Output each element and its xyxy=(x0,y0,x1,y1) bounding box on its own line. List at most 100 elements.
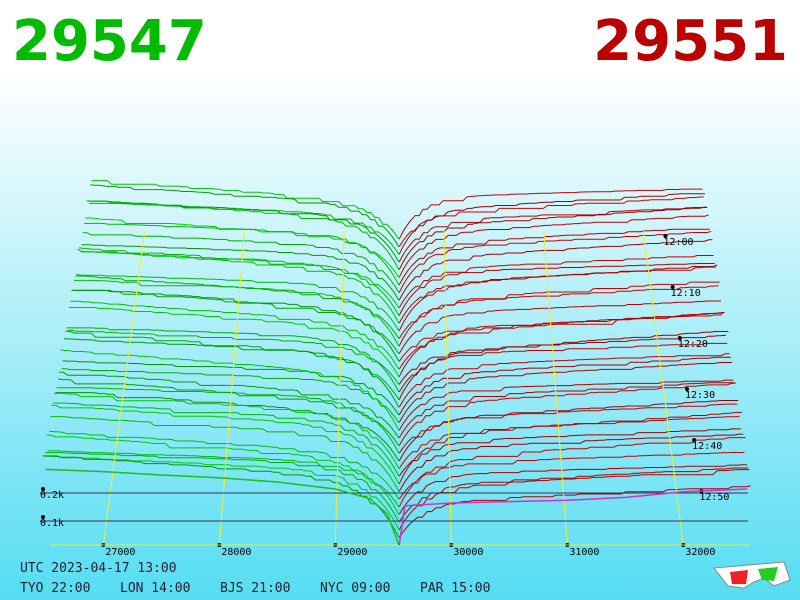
bid-history-line xyxy=(91,180,400,240)
ask-history-line xyxy=(398,469,750,530)
time-tick xyxy=(692,438,697,442)
ask-history-line xyxy=(398,467,749,523)
time-label: 12:20 xyxy=(678,339,708,350)
ask-history-line xyxy=(398,264,718,332)
ask-history-line xyxy=(398,196,704,247)
bid-history-line xyxy=(63,338,400,408)
ask-history-line xyxy=(398,207,708,270)
ask-price: 29551 xyxy=(593,9,788,74)
bid-history-line xyxy=(86,200,400,270)
depth-tick xyxy=(41,515,45,519)
ask-history-line xyxy=(398,382,736,446)
ask-history-line xyxy=(398,239,713,301)
ask-history-line xyxy=(398,314,723,362)
bid-price: 29547 xyxy=(12,9,207,74)
bid-history-line xyxy=(65,330,400,400)
ask-history-line xyxy=(398,433,744,492)
bid-history-line xyxy=(61,368,400,423)
ask-history-line xyxy=(398,263,715,316)
bid-history-line xyxy=(59,371,400,439)
bid-history-line xyxy=(56,387,400,454)
time-label: 12:30 xyxy=(685,390,715,401)
clock: LON 14:00 xyxy=(120,581,190,596)
depth-line xyxy=(45,468,400,546)
clock: NYC 09:00 xyxy=(320,581,390,596)
depth-tick-label: 0.1k xyxy=(40,518,64,529)
ask-history-line xyxy=(398,206,707,263)
time-label: 12:10 xyxy=(671,288,701,299)
depth-tick xyxy=(41,487,45,491)
ask-history-line xyxy=(398,379,734,431)
time-tick xyxy=(684,387,689,391)
x-tick-label: 29000 xyxy=(337,547,367,558)
ask-history-line xyxy=(398,353,730,408)
ask-history-line xyxy=(398,382,735,439)
bid-history-line xyxy=(42,455,400,538)
ask-history-line xyxy=(398,281,720,347)
ask-history-line xyxy=(398,228,710,286)
bid-history-line xyxy=(60,349,400,431)
clock: TYO 22:00 xyxy=(20,581,90,596)
ask-history-line xyxy=(398,193,705,255)
ask-history-line xyxy=(398,342,728,393)
bid-history-line xyxy=(66,327,400,393)
bid-history-line xyxy=(55,392,400,462)
bid-history-line xyxy=(45,452,400,523)
x-tick-label: 32000 xyxy=(685,547,715,558)
bid-history-line xyxy=(62,360,400,416)
bid-history-line xyxy=(90,184,400,247)
x-tick-label: 30000 xyxy=(453,547,483,558)
bid-history-line xyxy=(74,279,400,347)
ask-history-line xyxy=(398,300,721,355)
ask-history-line xyxy=(398,311,725,377)
bid-history-line xyxy=(71,289,400,362)
clock: PAR 15:00 xyxy=(420,581,490,596)
bid-history-line xyxy=(81,244,400,301)
bid-history-line xyxy=(46,434,400,515)
bid-history-line xyxy=(84,222,400,286)
depth-layers: 27000 28000 29000 30000 31000 32000 0.1k 0.2k 12… xyxy=(40,180,751,558)
bid-history-line xyxy=(69,307,400,377)
clock: BJS 21:00 xyxy=(220,581,290,596)
ask-history-line xyxy=(398,428,741,477)
ask-history-line xyxy=(398,231,712,293)
x-tick-label: 31000 xyxy=(569,547,599,558)
ask-history-line xyxy=(398,464,747,515)
ask-history-line xyxy=(398,411,742,485)
bid-history-line xyxy=(52,402,400,477)
bid-history-line xyxy=(82,232,400,293)
ask-history-line xyxy=(398,362,733,423)
bid-history-line xyxy=(76,273,400,332)
ask-history-line xyxy=(398,255,714,309)
ask-history-line xyxy=(398,452,745,500)
ask-history-line xyxy=(398,331,729,400)
bid-history-line xyxy=(51,404,400,485)
depth-tick-label: 0.2k xyxy=(40,490,64,501)
bid-history-line xyxy=(54,392,400,469)
time-label: 12:00 xyxy=(663,237,693,248)
bid-history-line xyxy=(47,450,400,508)
time-tick xyxy=(670,285,675,289)
ask-history-line xyxy=(398,266,717,324)
time-label: 12:50 xyxy=(699,492,729,503)
depth-line xyxy=(398,488,748,546)
ask-history-line xyxy=(398,400,739,462)
time-tick xyxy=(663,234,668,238)
bid-history-line xyxy=(50,416,400,492)
ask-history-line xyxy=(398,188,703,240)
3d-glasses-icon[interactable] xyxy=(713,561,791,589)
time-tick xyxy=(677,336,682,340)
x-tick-label: 28000 xyxy=(221,547,251,558)
ask-history-line xyxy=(398,437,746,508)
ask-history-line xyxy=(398,356,731,416)
bid-history-line xyxy=(67,329,400,385)
utc-clock: UTC 2023-04-17 13:00 xyxy=(20,561,177,576)
ask-history-line xyxy=(398,214,709,278)
ask-history-line xyxy=(398,334,726,385)
bid-history-line xyxy=(77,248,400,324)
bid-history-line xyxy=(48,430,400,500)
bid-history-line xyxy=(70,300,400,370)
